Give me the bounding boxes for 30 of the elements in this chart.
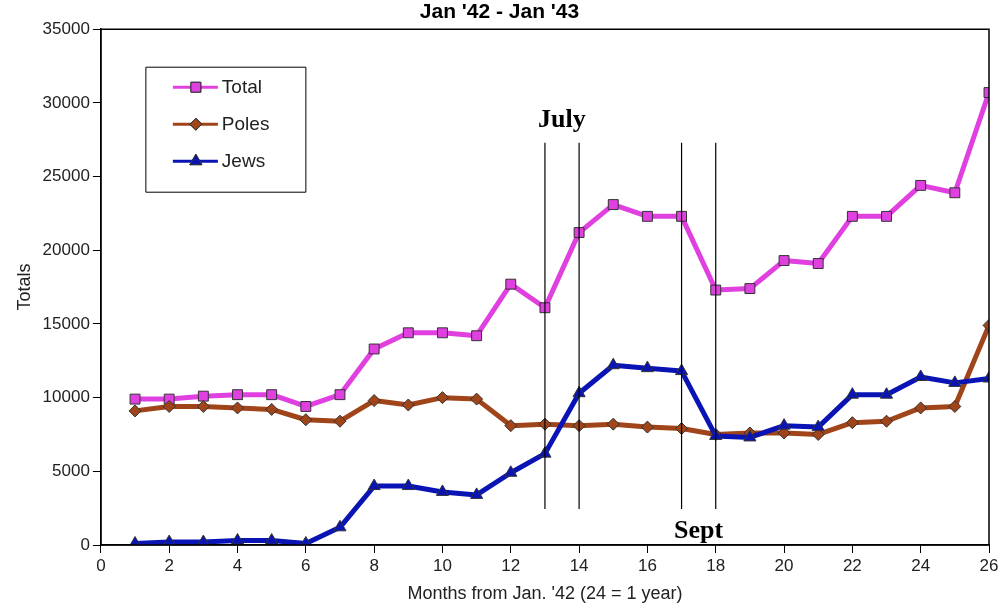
ref-line-label: July (538, 104, 586, 134)
y-tick-label: 20000 (42, 239, 90, 259)
y-tick-label: 25000 (42, 166, 90, 186)
x-tick-label: 6 (301, 555, 311, 575)
y-tick-label: 15000 (42, 313, 90, 333)
x-tick-label: 2 (164, 555, 174, 575)
x-tick-label: 22 (842, 555, 862, 575)
x-tick-label: 14 (569, 555, 589, 575)
y-tick-label: 5000 (52, 461, 90, 480)
x-tick-label: 16 (637, 555, 657, 575)
y-tick-label: 30000 (42, 92, 90, 112)
x-tick-label: 26 (979, 555, 999, 575)
chart-title: Jan '42 - Jan '43 (419, 0, 580, 23)
legend-label: Total (221, 76, 263, 98)
x-tick-label: 18 (706, 555, 726, 575)
y-tick-label: 35000 (42, 18, 90, 38)
x-tick-label: 24 (911, 555, 931, 575)
legend-label: Jews (221, 150, 266, 172)
y-tick-label: 0 (80, 534, 90, 554)
y-axis-title: Totals (13, 263, 34, 311)
x-tick-label: 20 (774, 555, 794, 575)
ref-line-label: Sept (674, 514, 724, 544)
y-tick-label: 10000 (42, 387, 90, 407)
legend-label: Poles (221, 113, 270, 135)
x-axis-title: Months from Jan. '42 (24 = 1 year) (407, 583, 683, 604)
x-tick-label: 8 (369, 555, 379, 575)
x-tick-label: 12 (501, 555, 521, 575)
x-tick-label: 0 (96, 555, 106, 575)
x-tick-label: 4 (232, 555, 243, 575)
x-tick-label: 10 (433, 555, 452, 575)
